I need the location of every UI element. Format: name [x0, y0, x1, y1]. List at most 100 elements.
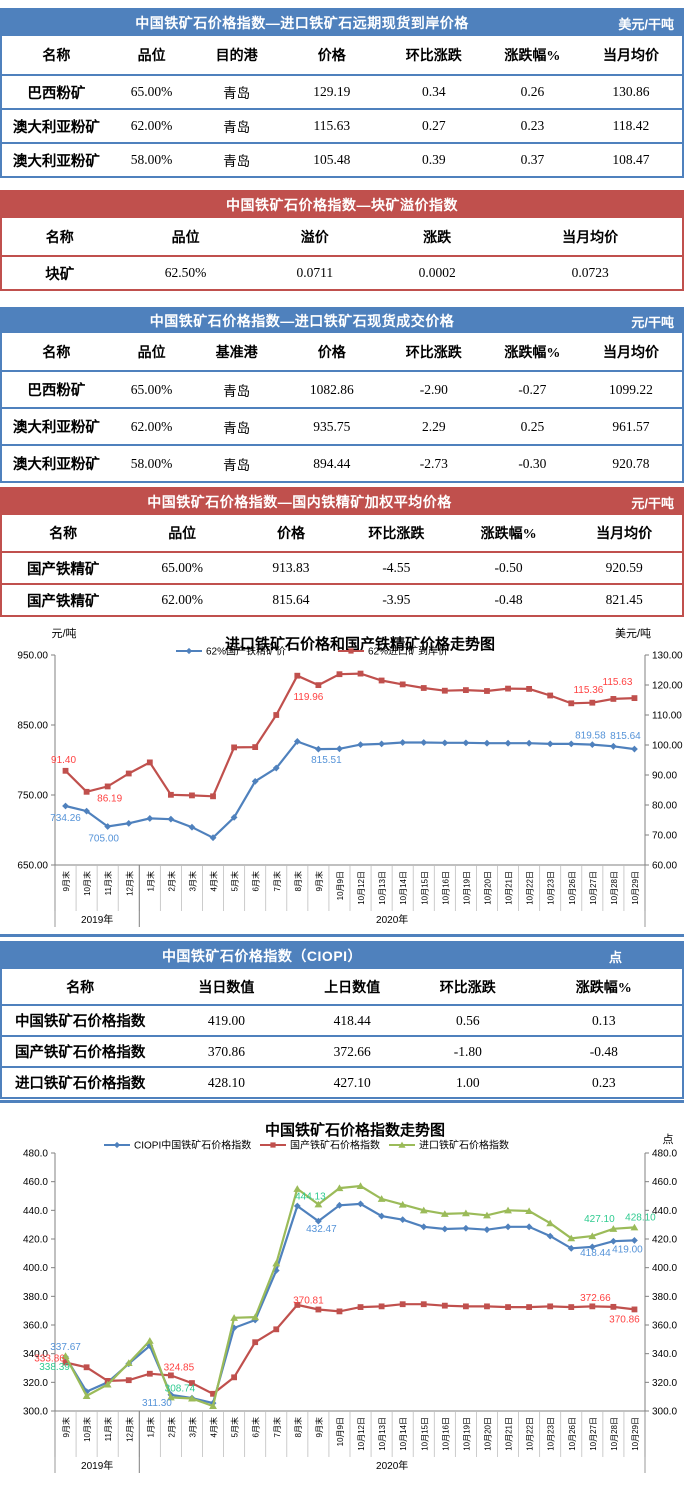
diamond-marker-icon — [357, 1200, 364, 1208]
data-label: 337.67 — [50, 1342, 81, 1353]
table-row: 国产铁矿石价格指数 370.86 372.66 -1.80 -0.48 — [2, 1035, 682, 1066]
cell: 1099.22 — [609, 381, 653, 397]
right-axis-unit: 美元/吨 — [615, 627, 651, 640]
data-label: 115.36 — [573, 685, 603, 696]
diamond-marker-icon — [399, 739, 407, 746]
square-marker-icon — [146, 1370, 153, 1377]
cell: -0.27 — [518, 381, 547, 397]
diamond-marker-icon — [125, 819, 133, 827]
ciopi-price-report: { "colors": { "accent_blue": "#4F81BD", … — [0, 8, 684, 1483]
table-import-spot-price: 中国铁矿石价格指数—进口铁矿石现货成交价格 元/干吨 名称 品位 基准港 价格 环比涨跌… — [0, 307, 684, 483]
data-label: 418.44 — [580, 1248, 611, 1259]
cell: 65.00% — [130, 381, 173, 397]
triangle-marker-icon — [483, 1211, 491, 1219]
y-tick-label: 300.0 — [652, 1407, 677, 1418]
header-cell: 价格 — [317, 345, 346, 361]
diamond-marker-icon — [546, 1232, 554, 1240]
series-line — [65, 1303, 635, 1396]
square-marker-icon — [441, 687, 448, 694]
y-tick-label: 420.0 — [652, 1235, 677, 1246]
cell: 58.00% — [130, 455, 173, 471]
y-tick-label: 750.00 — [17, 791, 48, 802]
right-axis-unit: 点 — [663, 1133, 674, 1146]
diamond-marker-icon — [336, 745, 343, 753]
diamond-marker-icon — [62, 802, 69, 810]
x-tick-label: 12月末 — [124, 871, 134, 896]
diamond-marker-icon — [567, 1244, 575, 1252]
square-marker-icon — [146, 759, 153, 766]
x-tick-label: 10月16日 — [441, 1417, 450, 1451]
x-tick-label: 12月末 — [124, 1417, 134, 1442]
cell: 澳大利亚粉矿 — [12, 119, 100, 136]
cell: 65.00% — [130, 84, 173, 99]
y-tick-label: 340.0 — [23, 1349, 48, 1360]
table-row: 澳大利亚粉矿 62.00% 青岛 935.75 2.29 0.25 961.57 — [2, 407, 682, 444]
cell: -3.95 — [382, 592, 411, 607]
data-label: 311.30 — [142, 1398, 172, 1409]
cell: -1.80 — [453, 1043, 482, 1059]
y-tick-label: 440.0 — [652, 1206, 677, 1217]
diamond-marker-icon — [504, 739, 512, 747]
square-marker-icon — [378, 677, 385, 684]
square-marker-icon — [631, 695, 638, 702]
y-tick-label: 80.00 — [652, 801, 677, 812]
diamond-marker-icon — [378, 1212, 386, 1220]
header-cell: 环比涨跌 — [405, 49, 462, 64]
cell: 块矿 — [45, 266, 75, 283]
cell: 428.10 — [207, 1074, 245, 1090]
data-label: 86.19 — [97, 793, 122, 804]
diamond-marker-icon — [293, 738, 301, 745]
x-tick-label: 10月15日 — [420, 871, 429, 905]
y-tick-label: 400.0 — [652, 1263, 677, 1274]
table-title: 中国铁矿石价格指数—块矿溢价指数 — [226, 197, 458, 213]
square-marker-icon — [210, 1390, 216, 1397]
y-tick-label: 70.00 — [652, 831, 677, 842]
header-cell: 当月均价 — [562, 230, 619, 246]
y-tick-label: 320.0 — [23, 1378, 48, 1389]
table-row: 澳大利亚粉矿 62.00% 青岛 115.63 0.27 0.23 118.42 — [2, 108, 682, 142]
triangle-marker-icon — [504, 1206, 512, 1214]
x-tick-label: 10月9日 — [336, 1417, 345, 1446]
data-label: 91.40 — [51, 755, 76, 766]
cell: 0.37 — [520, 152, 545, 167]
y-tick-label: 100.00 — [652, 741, 683, 752]
square-marker-icon — [357, 1304, 364, 1310]
x-tick-label: 6月末 — [251, 1417, 261, 1437]
x-tick-label: 10月29日 — [631, 1417, 640, 1451]
triangle-marker-icon — [567, 1234, 576, 1242]
header-cell: 名称 — [45, 230, 74, 246]
diamond-marker-icon — [336, 1201, 343, 1209]
diamond-marker-icon — [462, 739, 470, 747]
triangle-marker-icon — [82, 1392, 91, 1399]
square-marker-icon — [357, 670, 364, 677]
square-marker-icon — [62, 767, 69, 774]
cell: -0.48 — [494, 592, 523, 607]
divider-rule — [0, 1100, 684, 1103]
cell: 58.00% — [130, 152, 173, 167]
x-tick-label: 4月末 — [209, 871, 219, 891]
square-marker-icon — [210, 793, 216, 800]
table-row: 澳大利亚粉矿 58.00% 青岛 894.44 -2.73 -0.30 920.78 — [2, 444, 682, 481]
table-title-bar: 中国铁矿石价格指数（CIOPI） 点 — [2, 943, 682, 969]
square-marker-icon — [294, 1302, 301, 1308]
header-cell: 当日数值 — [198, 980, 255, 996]
cell: 913.83 — [272, 560, 310, 575]
diamond-marker-icon — [525, 739, 533, 747]
square-marker-icon — [273, 1326, 280, 1333]
diamond-marker-icon — [546, 740, 554, 748]
table-import-forward-price: 中国铁矿石价格指数—进口铁矿石远期现货到岸价格 美元/干吨 名称 品位 目的港 价格 环… — [0, 8, 684, 178]
header-cell: 品位 — [171, 230, 200, 246]
cell: 青岛 — [223, 383, 251, 399]
cell: 青岛 — [223, 154, 251, 169]
triangle-marker-icon — [461, 1209, 470, 1217]
x-tick-label: 10月23日 — [547, 871, 556, 905]
table-domestic-concentrate-price: 中国铁矿石价格指数—国内铁精矿加权平均价格 元/干吨 名称 品位 价格 环比涨跌 涨跌幅… — [0, 487, 684, 617]
table-row: 巴西粉矿 65.00% 青岛 129.19 0.34 0.26 130.86 — [2, 74, 682, 108]
data-label: 119.96 — [293, 692, 323, 703]
square-marker-icon — [252, 744, 259, 750]
table-row: 中国铁矿石价格指数 419.00 418.44 0.56 0.13 — [2, 1004, 682, 1035]
data-label: 370.86 — [609, 1314, 640, 1325]
y-tick-label: 460.0 — [652, 1177, 677, 1188]
year-group-label: 2020年 — [376, 913, 408, 926]
y-tick-label: 120.00 — [652, 681, 683, 692]
